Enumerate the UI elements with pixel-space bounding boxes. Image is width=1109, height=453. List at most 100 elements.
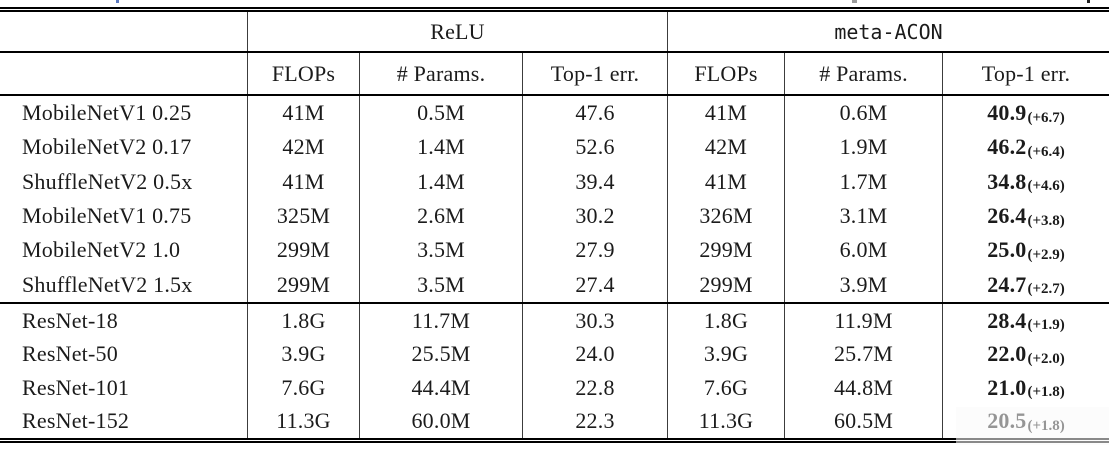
acon-err-delta-subscript: (+2.0) [1027,350,1065,367]
relu-flops-value: 11.3G [248,404,360,438]
model-name: ShuffleNetV2 1.5x [0,267,248,302]
acon-flops-value: 299M [668,267,785,302]
relu-flops-value: 41M [248,96,360,131]
acon-err-main: 34.8 [987,168,1027,194]
acon-flops-value: 299M [668,233,785,268]
acon-err-main: 28.4 [987,307,1027,333]
acon-err-main: 21.0 [987,374,1027,400]
acon-params-value: 3.9M [785,267,943,302]
acon-params-value: 44.8M [785,371,943,405]
group-header-empty-cell [0,12,248,51]
table-row: ResNet-50 3.9G 25.5M 24.0 3.9G 25.7M 22.0 (+2.0… [0,337,1109,372]
relu-top1-err-value: 52.6 [523,130,668,165]
header-bottom-rule [0,94,1109,96]
acon-err-main: 46.2 [987,134,1027,160]
acon-top1-err-value: 25.0 (+2.9) [943,233,1109,267]
table-row: MobileNetV1 0.75 325M 2.6M 30.2 326M 3.1M 26.4… [0,198,1109,234]
table-row: MobileNetV2 1.0 299M 3.5M 27.9 299M 6.0M 25.0(… [0,233,1109,268]
results-table: ReLU meta-ACON FLOPs # Params. Top-1 err… [0,7,1109,443]
column-header-empty-cell [0,53,248,94]
model-name: ShuffleNetV2 0.5x [0,164,248,199]
acon-params-value: 1.9M [785,130,943,165]
acon-flops-value: 3.9G [668,337,785,371]
relu-params-value: 3.5M [360,233,523,268]
model-name: ResNet-101 [0,371,248,405]
acon-err-delta-subscript: (+1.8) [1027,417,1065,434]
acon-params-value: 6.0M [785,233,943,268]
relu-flops-value: 325M [248,198,360,234]
acon-params-value: 11.9M [785,304,943,338]
table-bottom-rule [0,438,1109,443]
acon-top1-err-value: 21.0 (+1.8) [943,371,1109,405]
relu-top1-err-value: 24.0 [523,337,668,371]
relu-flops-value: 299M [248,267,360,302]
table-column-header-row: FLOPs # Params. Top-1 err. FLOPs # Param… [0,53,1109,94]
acon-err-main: 24.7 [987,271,1027,297]
table-row: ResNet-152 11.3G 60.0M 22.3 11.3G 60.5M 20.5 (+… [0,404,1109,439]
acon-top1-err-value: 26.4 (+3.8) [943,199,1109,233]
relu-params-value: 2.6M [360,198,523,234]
column-header-acon-err: Top-1 err. [981,60,1071,86]
column-header-relu-flops: FLOPs [248,53,360,94]
table-section-light-models: MobileNetV1 0.25 41M 0.5M 47.6 41M 0.6M 40.9 (+… [0,96,1109,302]
acon-err-main: 26.4 [987,203,1027,229]
acon-flops-value: 326M [668,198,785,234]
table-row: ShuffleNetV2 0.5x 41M 1.4M 39.4 41M 1.7M 34.8(… [0,164,1109,199]
relu-params-value: 60.0M [360,404,523,438]
relu-flops-value: 299M [248,233,360,268]
acon-err-delta-subscript: (+3.8) [1027,212,1065,229]
acon-params-value: 3.1M [785,198,943,234]
model-name: MobileNetV1 0.25 [0,96,248,131]
acon-err-main: 22.0 [987,341,1027,367]
table-row: MobileNetV1 0.25 41M 0.5M 47.6 41M 0.6M 40.9 (+… [0,96,1109,131]
group-header-relu: ReLU [248,12,668,51]
relu-params-value: 1.4M [360,130,523,165]
acon-params-value: 60.5M [785,404,943,438]
acon-top1-err-value: 40.9 (+6.7) [943,96,1109,130]
relu-flops-value: 3.9G [248,337,360,371]
column-header-acon-params: # Params. [785,53,943,94]
acon-top1-err-value: 22.0 (+2.0) [943,338,1109,372]
acon-err-delta-subscript: (+6.4) [1027,143,1065,160]
relu-top1-err-value: 27.4 [523,267,668,302]
acon-err-delta-subscript: (+1.9) [1027,317,1065,334]
cropped-caption-fragment [852,0,857,3]
table-row: ResNet-101 7.6G 44.4M 22.8 7.6G 44.8M 21.0 (+1.… [0,371,1109,405]
acon-err-delta-subscript: (+4.6) [1027,178,1065,195]
relu-top1-err-value: 39.4 [523,164,668,199]
column-header-relu-params: # Params. [360,53,523,94]
acon-params-value: 25.7M [785,337,943,371]
acon-top1-err-value: 28.4 (+1.9) [943,304,1109,338]
model-name: MobileNetV2 1.0 [0,233,248,268]
acon-err-main: 20.5 [987,408,1027,434]
relu-params-value: 11.7M [360,304,523,338]
column-header-relu-err: Top-1 err. [523,53,668,94]
relu-flops-value: 7.6G [248,371,360,405]
relu-flops-value: 1.8G [248,304,360,338]
table-top-rule [0,7,1109,12]
relu-params-value: 0.5M [360,96,523,131]
acon-err-delta-subscript: (+2.7) [1027,281,1065,298]
relu-top1-err-value: 27.9 [523,233,668,268]
relu-top1-err-value: 47.6 [523,96,668,131]
acon-flops-value: 11.3G [668,404,785,438]
acon-params-value: 0.6M [785,96,943,131]
relu-top1-err-value: 30.3 [523,304,668,338]
cropped-caption-fragment [116,0,119,3]
model-name: ResNet-18 [0,304,248,338]
relu-params-value: 25.5M [360,337,523,371]
acon-err-delta-subscript: (+6.7) [1027,109,1065,126]
acon-top1-err-value: 20.5 (+1.8) [943,405,1109,439]
model-name: ResNet-152 [0,404,248,438]
column-header-acon-flops: FLOPs [668,53,785,94]
relu-params-value: 1.4M [360,164,523,199]
acon-flops-value: 41M [668,96,785,131]
model-name: MobileNetV2 0.17 [0,130,248,165]
acon-flops-value: 41M [668,164,785,199]
relu-top1-err-value: 30.2 [523,198,668,234]
relu-flops-value: 41M [248,164,360,199]
table-section-resnets: ResNet-18 1.8G 11.7M 30.3 1.8G 11.9M 28.4 (+1.9… [0,304,1109,438]
table-group-header-row: ReLU meta-ACON [0,12,1109,51]
acon-params-value: 1.7M [785,164,943,199]
